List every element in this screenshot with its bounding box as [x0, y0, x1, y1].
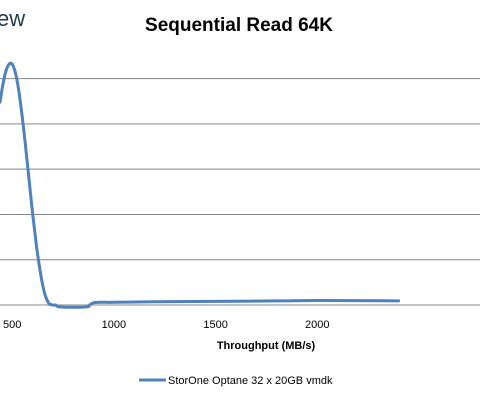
chart-title: Sequential Read 64K [145, 15, 333, 36]
x-tick-labels: 500 1000 1500 2000 [3, 319, 330, 331]
x-tick-label: 1000 [102, 319, 126, 331]
legend: StorOne Optane 32 x 20GB vmdk [139, 375, 333, 387]
watermark-text: ew [0, 6, 25, 31]
plot-area [0, 61, 401, 309]
x-axis-label: Throughput (MB/s) [217, 340, 316, 352]
legend-label: StorOne Optane 32 x 20GB vmdk [168, 375, 333, 387]
x-tick-label: 500 [3, 319, 21, 331]
x-tick-label: 1500 [203, 319, 227, 331]
series-line-storone-optane [0, 61, 401, 309]
gridlines [0, 78, 480, 261]
x-tick-label: 2000 [305, 319, 329, 331]
